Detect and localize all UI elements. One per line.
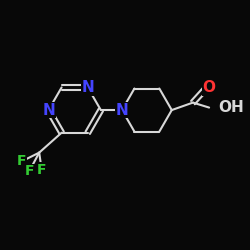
Text: OH: OH <box>218 100 244 115</box>
Text: F: F <box>17 154 26 168</box>
Text: O: O <box>202 80 215 95</box>
Text: N: N <box>42 102 55 118</box>
Text: N: N <box>82 80 94 95</box>
Text: F: F <box>37 163 46 177</box>
Text: N: N <box>116 102 128 118</box>
Text: F: F <box>24 164 34 178</box>
